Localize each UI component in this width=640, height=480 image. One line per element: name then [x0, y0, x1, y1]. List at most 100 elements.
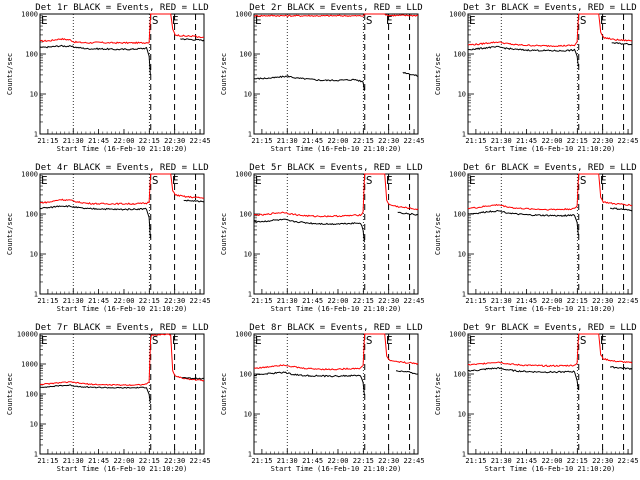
panel-title: Det 2r BLACK = Events, RED = LLD [249, 3, 422, 13]
interval-marker-e: E [172, 174, 179, 187]
y-axis-label: Counts/sec [6, 53, 14, 95]
y-tick-label: 100 [239, 371, 252, 379]
x-tick-label: 22:45 [618, 297, 639, 305]
y-tick-label: 1 [462, 291, 466, 299]
interval-marker-s: S [366, 174, 373, 187]
series-lld [39, 333, 205, 387]
x-tick-label: 22:30 [378, 137, 399, 145]
interval-marker-left-e: E [469, 174, 476, 187]
series-lld [467, 13, 633, 48]
series-lld [39, 13, 205, 45]
x-tick-label: 21:15 [465, 137, 486, 145]
y-tick-label: 10 [244, 411, 252, 419]
y-axis-label: Counts/sec [220, 373, 228, 415]
x-tick-label: 22:15 [139, 297, 160, 305]
interval-marker-e: E [386, 334, 393, 347]
x-tick-label: 21:15 [37, 137, 58, 145]
plot-frame [253, 173, 419, 295]
series-events [39, 384, 151, 404]
series-lld [253, 13, 419, 18]
y-axis-label: Counts/sec [6, 213, 14, 255]
x-tick-label: 21:15 [465, 457, 486, 465]
x-tick-label: 21:45 [88, 297, 109, 305]
y-tick-label: 10 [458, 91, 466, 99]
y-tick-label: 10 [30, 91, 38, 99]
y-tick-label: 1 [248, 291, 252, 299]
plot-frame [467, 13, 633, 135]
x-tick-label: 21:30 [277, 457, 298, 465]
x-tick-label: 21:15 [251, 297, 272, 305]
x-tick-label: 22:00 [541, 297, 562, 305]
series-events [467, 366, 579, 391]
plot-frame [253, 333, 419, 455]
x-axis-label: Start Time (16-Feb-10 21:10:20) [485, 145, 616, 153]
x-tick-label: 21:30 [491, 297, 512, 305]
x-tick-label: 21:45 [88, 457, 109, 465]
y-tick-label: 1000 [235, 171, 252, 179]
y-tick-label: 10 [30, 251, 38, 259]
y-tick-label: 1000 [235, 11, 252, 19]
series-events [397, 211, 419, 216]
series-events [610, 207, 633, 212]
x-tick-label: 21:30 [63, 457, 84, 465]
interval-marker-s: S [580, 174, 587, 187]
x-axis-label: Start Time (16-Feb-10 21:10:20) [57, 145, 188, 153]
x-tick-label: 21:30 [491, 137, 512, 145]
y-tick-label: 1 [248, 451, 252, 459]
interval-marker-left-e: E [469, 14, 476, 27]
x-tick-label: 21:30 [491, 457, 512, 465]
y-tick-label: 1000 [235, 331, 252, 339]
panel-title: Det 6r BLACK = Events, RED = LLD [463, 163, 636, 173]
x-axis-label: Start Time (16-Feb-10 21:10:20) [57, 465, 188, 473]
x-axis-label: Start Time (16-Feb-10 21:10:20) [57, 305, 188, 313]
y-tick-label: 100 [453, 211, 466, 219]
interval-marker-s: S [366, 14, 373, 27]
x-axis-label: Start Time (16-Feb-10 21:10:20) [485, 465, 616, 473]
y-tick-label: 100 [25, 51, 38, 59]
y-tick-label: 10 [458, 411, 466, 419]
x-tick-label: 22:15 [567, 297, 588, 305]
interval-marker-s: S [152, 334, 159, 347]
x-tick-label: 22:45 [404, 137, 425, 145]
y-tick-label: 1000 [21, 11, 38, 19]
plot-frame [253, 13, 419, 135]
x-tick-label: 21:30 [277, 297, 298, 305]
panel-title: Det 8r BLACK = Events, RED = LLD [249, 323, 422, 333]
panel-title: Det 9r BLACK = Events, RED = LLD [463, 323, 636, 333]
x-tick-label: 22:30 [164, 457, 185, 465]
y-tick-label: 1000 [21, 361, 38, 369]
interval-marker-e: E [172, 334, 179, 347]
y-tick-label: 100 [25, 391, 38, 399]
interval-marker-left-e: E [255, 334, 262, 347]
x-tick-label: 21:45 [516, 297, 537, 305]
interval-marker-left-e: E [41, 174, 48, 187]
interval-marker-left-e: E [255, 174, 262, 187]
panel-7: Det 7r BLACK = Events, RED = LLD 1 10 100 10… [6, 323, 211, 473]
panel-title: Det 1r BLACK = Events, RED = LLD [35, 3, 208, 13]
x-tick-label: 22:00 [327, 297, 348, 305]
series-events [611, 42, 633, 46]
interval-marker-left-e: E [255, 14, 262, 27]
y-tick-label: 1000 [449, 11, 466, 19]
y-tick-label: 10000 [17, 331, 38, 339]
x-tick-label: 21:15 [251, 137, 272, 145]
x-tick-label: 21:45 [516, 457, 537, 465]
y-tick-label: 100 [453, 51, 466, 59]
interval-marker-left-e: E [469, 334, 476, 347]
panel-2: Det 2r BLACK = Events, RED = LLD 1 10 100 10… [220, 3, 425, 153]
y-tick-label: 1000 [449, 171, 466, 179]
interval-marker-s: S [152, 174, 159, 187]
x-tick-label: 21:15 [37, 457, 58, 465]
series-events [182, 376, 205, 380]
x-tick-label: 21:45 [302, 297, 323, 305]
panel-title: Det 7r BLACK = Events, RED = LLD [35, 323, 208, 333]
x-tick-label: 22:30 [378, 297, 399, 305]
series-events [610, 366, 633, 370]
panel-5: Det 5r BLACK = Events, RED = LLD 1 10 100 10… [220, 163, 425, 313]
panel-6: Det 6r BLACK = Events, RED = LLD 1 10 100 10… [434, 163, 639, 313]
series-lld [467, 333, 633, 368]
x-tick-label: 21:45 [302, 137, 323, 145]
x-tick-label: 21:45 [88, 137, 109, 145]
x-tick-label: 22:00 [327, 457, 348, 465]
